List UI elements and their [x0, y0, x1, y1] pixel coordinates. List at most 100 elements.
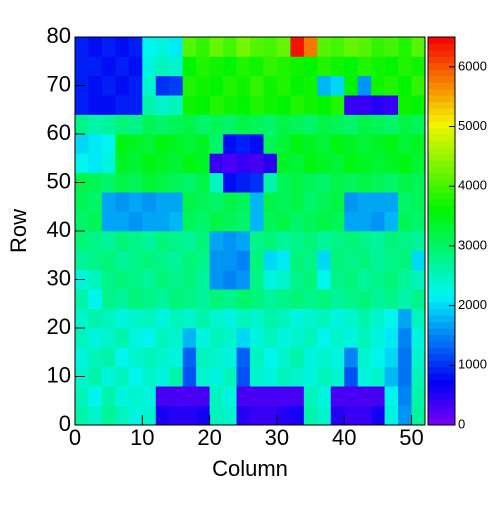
heat-cell — [330, 172, 345, 193]
heat-cell — [115, 289, 130, 309]
heat-cell — [115, 405, 130, 426]
heat-cell — [142, 114, 157, 135]
heat-cell — [142, 192, 157, 212]
heat-cell — [128, 328, 143, 348]
heat-cell — [290, 386, 305, 406]
heat-cell — [223, 386, 237, 406]
heat-cell — [317, 95, 332, 115]
heat-cell — [290, 95, 305, 115]
heat-cell — [276, 405, 291, 426]
heat-cell — [223, 192, 237, 212]
heat-cell — [398, 289, 412, 309]
heat-cell — [223, 308, 237, 329]
heat-cell — [384, 172, 399, 193]
heat-cell — [75, 308, 89, 329]
heat-cell — [276, 153, 291, 174]
heat-cell — [75, 250, 89, 271]
heat-cell — [344, 386, 358, 406]
color-bar-step — [428, 198, 455, 206]
heat-cell — [317, 308, 332, 329]
heat-cell — [250, 56, 264, 77]
heat-cell — [303, 366, 318, 387]
heat-cell — [101, 289, 116, 309]
heat-cell — [250, 405, 264, 426]
heat-cell — [88, 347, 103, 368]
heat-cell — [384, 405, 399, 426]
heat-cell — [330, 114, 345, 135]
heat-cell — [276, 134, 291, 154]
color-bar-step — [428, 256, 455, 264]
heat-cell — [290, 192, 305, 212]
heat-cell — [276, 250, 291, 271]
heat-cell — [101, 405, 116, 426]
heat-cell — [303, 231, 318, 251]
y-tick-label: 20 — [47, 314, 71, 339]
heat-cell — [169, 153, 183, 174]
heat-cell — [263, 192, 278, 212]
color-bar-step — [428, 75, 455, 83]
heat-cell — [196, 75, 210, 96]
heat-cell — [303, 269, 318, 290]
heat-cell — [357, 95, 372, 115]
heat-cell — [101, 328, 116, 348]
heat-cell — [115, 269, 130, 290]
heat-cell — [384, 386, 399, 406]
heat-cell — [196, 347, 210, 368]
heat-cell — [371, 308, 385, 329]
heat-cell — [169, 231, 183, 251]
heat-cell — [88, 289, 103, 309]
heat-cell — [88, 153, 103, 174]
heat-cell — [384, 328, 399, 348]
heat-cell — [330, 347, 345, 368]
heat-cell — [169, 250, 183, 271]
z-tick-label: 5000 — [458, 118, 487, 133]
color-bar-step — [428, 360, 455, 368]
heat-cell — [344, 269, 358, 290]
heat-cell — [223, 56, 237, 77]
color-bar-step — [428, 146, 455, 154]
heat-cell — [115, 114, 130, 135]
heat-cell — [142, 405, 157, 426]
heat-cell — [101, 134, 116, 154]
heat-cell — [290, 75, 305, 96]
heat-cell — [276, 328, 291, 348]
heat-cell — [330, 289, 345, 309]
heat-cell — [223, 328, 237, 348]
heat-cell — [411, 386, 426, 406]
color-bar-step — [428, 218, 455, 226]
heat-cell — [276, 37, 291, 57]
heat-cell — [263, 269, 278, 290]
heat-cell — [411, 269, 426, 290]
heat-cell — [169, 386, 183, 406]
heat-cell — [276, 231, 291, 251]
x-tick-label: 20 — [197, 425, 221, 450]
heat-cell — [357, 269, 372, 290]
heat-cell — [236, 328, 251, 348]
heat-cell — [411, 211, 426, 232]
heat-cell — [101, 56, 116, 77]
heat-cell — [115, 192, 130, 212]
heat-cell — [142, 56, 157, 77]
heat-cell — [344, 134, 358, 154]
color-bar-step — [428, 328, 455, 335]
heat-cell — [209, 231, 224, 251]
color-bar-step — [428, 88, 455, 96]
heat-cell — [142, 308, 157, 329]
heat-cell — [155, 211, 170, 232]
color-bar-step — [428, 321, 455, 329]
heat-cell — [115, 328, 130, 348]
heat-cell — [196, 405, 210, 426]
heat-cell — [75, 386, 89, 406]
x-tick-label: 40 — [332, 425, 356, 450]
heat-cell — [155, 75, 170, 96]
heat-cell — [371, 328, 385, 348]
heat-cell — [223, 347, 237, 368]
heat-cell — [155, 153, 170, 174]
heat-cell — [209, 269, 224, 290]
heat-cell — [276, 347, 291, 368]
heat-cell — [101, 172, 116, 193]
heat-cell — [196, 328, 210, 348]
color-bar-step — [428, 205, 455, 213]
heat-cell — [384, 211, 399, 232]
